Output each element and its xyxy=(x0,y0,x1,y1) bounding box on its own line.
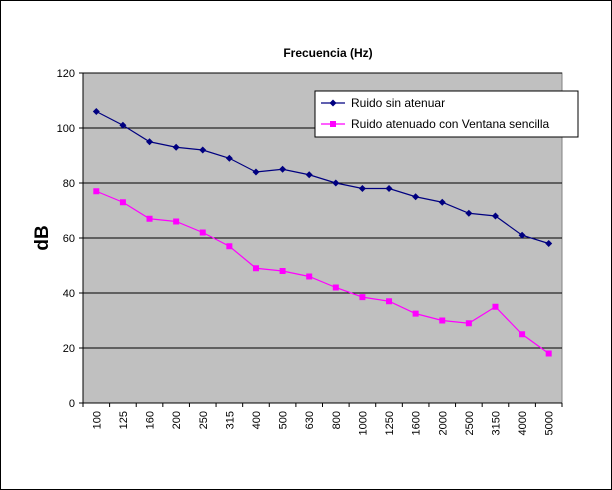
series-2-point xyxy=(252,265,259,272)
x-tick-label: 2000 xyxy=(437,411,449,435)
y-tick-label: 0 xyxy=(69,398,75,410)
x-tick-label: 125 xyxy=(118,411,130,429)
series-1-point xyxy=(332,179,340,187)
series-line-2 xyxy=(96,190,550,354)
legend-label-1: Ruido sin atenuar xyxy=(351,96,445,110)
legend-marker-2 xyxy=(330,121,336,127)
x-tick-label: 3150 xyxy=(490,411,502,435)
x-tick-label: 2500 xyxy=(464,411,476,435)
x-tick-label: 800 xyxy=(331,411,343,429)
series-line-1 xyxy=(96,110,549,245)
series-1-point xyxy=(385,185,393,192)
series-2-point xyxy=(93,188,100,195)
legend-marker-1 xyxy=(329,99,337,107)
series-1-point xyxy=(92,108,100,115)
legend-box xyxy=(314,90,579,138)
series-2-point xyxy=(119,199,126,206)
x-tick-label: 200 xyxy=(171,411,183,429)
series-1-point xyxy=(412,193,420,201)
series-2-point xyxy=(332,284,339,291)
series-2-point xyxy=(519,331,526,338)
y-tick-label: 20 xyxy=(63,343,75,355)
y-tick-label: 60 xyxy=(63,233,75,245)
x-tick-label: 4000 xyxy=(517,411,529,435)
series-2-point xyxy=(465,320,472,327)
x-tick-label: 100 xyxy=(91,411,103,429)
series-2-point xyxy=(199,229,206,236)
series-1-point xyxy=(199,146,207,154)
series-2-point xyxy=(492,303,499,310)
series-2-point xyxy=(146,215,153,222)
series-2-point xyxy=(386,298,393,305)
series-1-point xyxy=(225,154,233,162)
x-tick-label: 5000 xyxy=(544,411,556,435)
series-1-point xyxy=(146,138,154,146)
series-2-point xyxy=(279,268,286,274)
series-1-point xyxy=(491,212,499,220)
series-2-point xyxy=(412,310,419,317)
x-tick-label: 250 xyxy=(198,411,210,429)
legend: Ruido sin atenuar Ruido atenuado con Vent… xyxy=(314,90,579,138)
series-1-point xyxy=(545,240,553,247)
y-tick-label: 120 xyxy=(57,68,75,80)
series-1-point xyxy=(119,121,127,129)
x-tick-label: 1250 xyxy=(384,411,396,435)
y-tick-label: 80 xyxy=(63,178,75,190)
x-tick-label: 160 xyxy=(145,411,157,429)
series-1-point xyxy=(358,185,366,192)
x-tick-label: 630 xyxy=(304,411,316,429)
x-tick-label: 500 xyxy=(278,411,290,429)
y-axis-label: dB xyxy=(32,225,53,250)
series-2-point xyxy=(545,350,552,357)
y-tick-label: 40 xyxy=(63,288,75,300)
legend-label-2: Ruido atenuado con Ventana sencilla xyxy=(351,117,549,131)
series-2-point xyxy=(226,243,233,250)
x-tick-label: 1600 xyxy=(411,411,423,435)
series-1-point xyxy=(305,171,313,179)
series-1-point xyxy=(438,198,446,206)
series-1-point xyxy=(518,231,526,239)
series-1-point xyxy=(252,168,260,176)
x-tick-label: 315 xyxy=(224,411,236,429)
series-2-point xyxy=(439,317,446,324)
series-1-point xyxy=(279,165,287,173)
series-1-point xyxy=(465,209,473,217)
x-tick-label: 400 xyxy=(251,411,263,429)
chart-title: Frecuencia (Hz) xyxy=(283,46,372,60)
series-2-point xyxy=(359,294,366,301)
series-2-point xyxy=(173,218,180,225)
y-tick-label: 100 xyxy=(57,123,75,135)
x-tick-label: 1000 xyxy=(357,411,369,435)
series-1-point xyxy=(172,143,180,151)
series-2-point xyxy=(306,273,313,280)
